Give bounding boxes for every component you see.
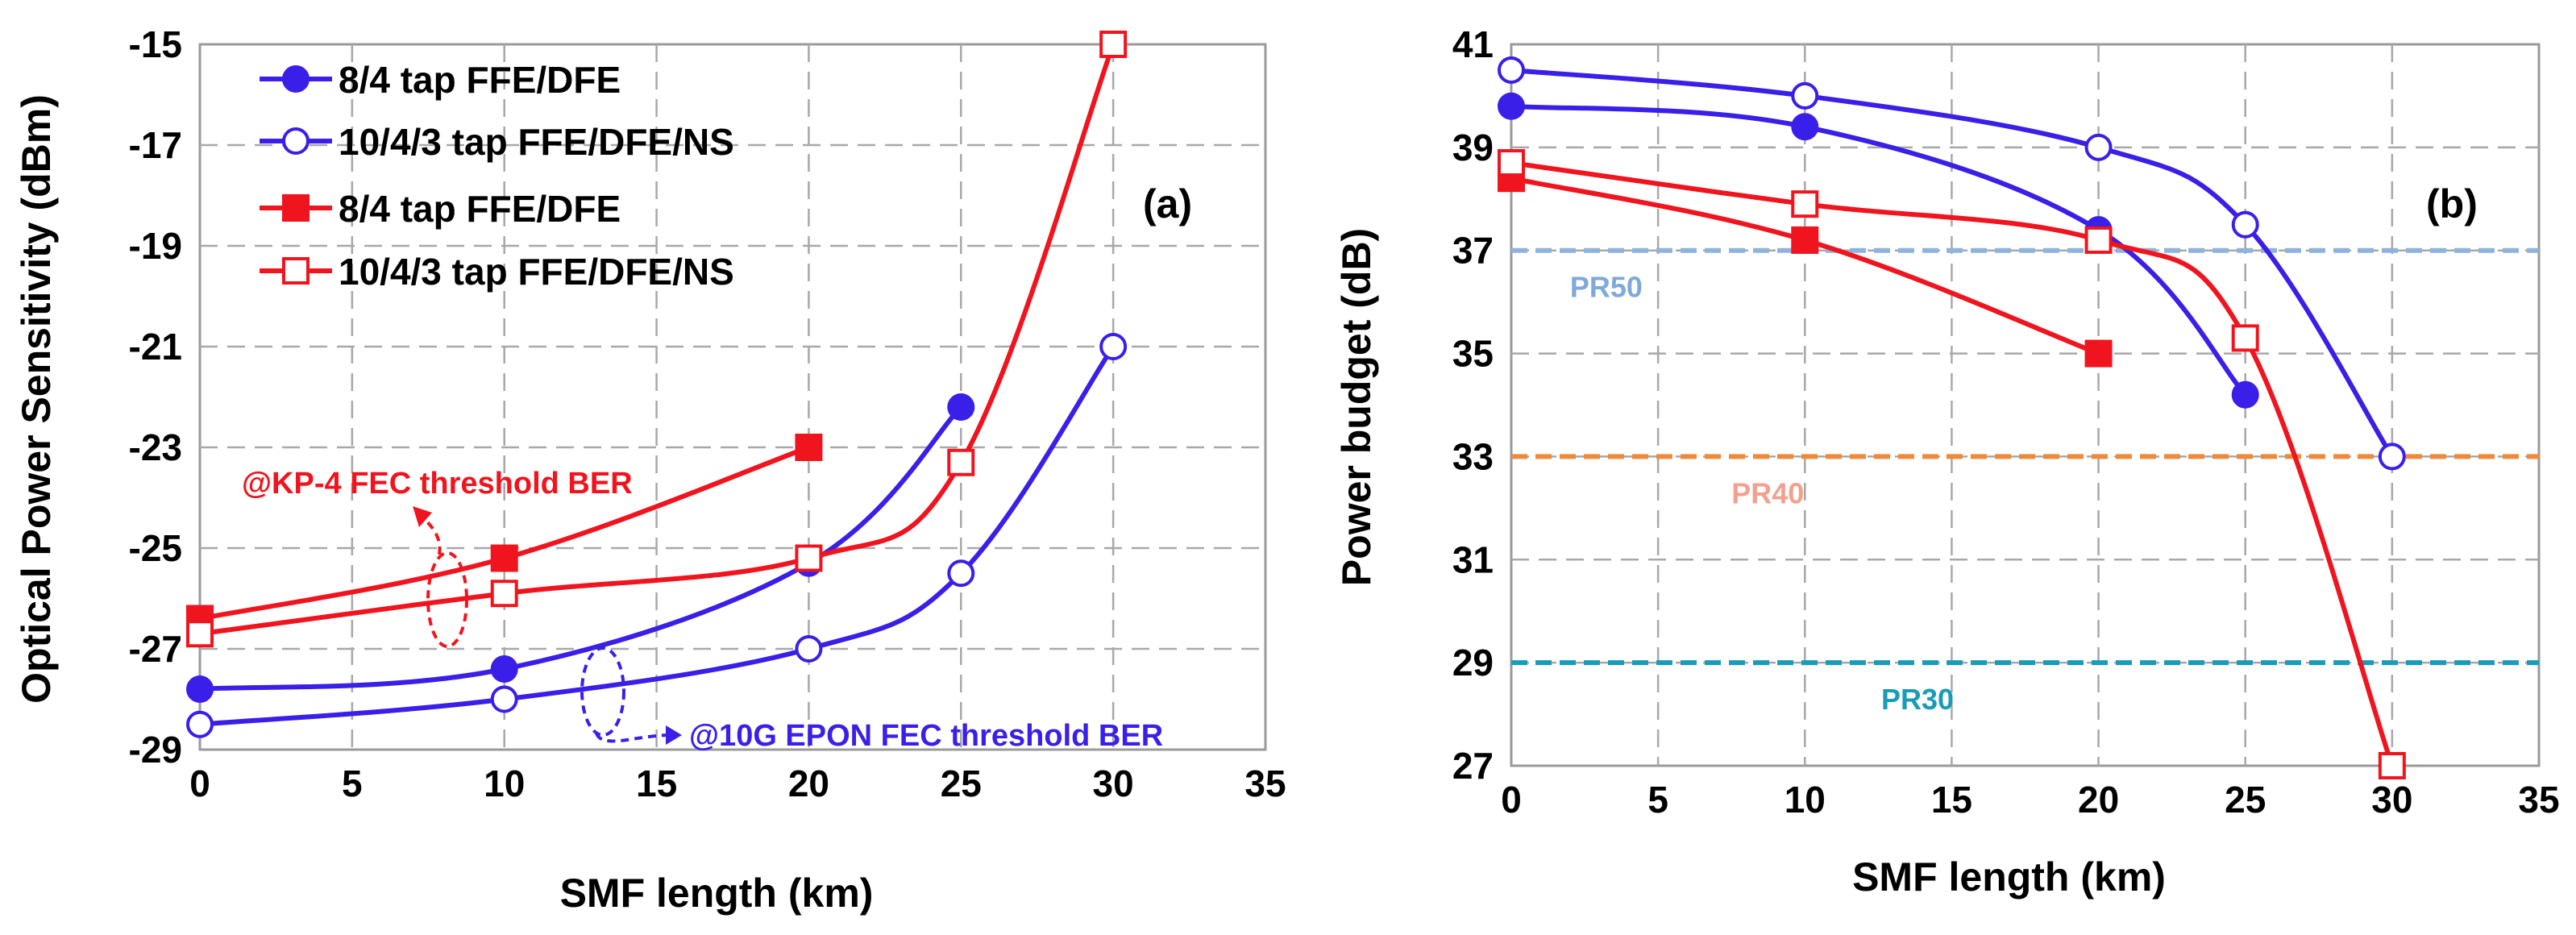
annotation-arrow-epon — [595, 732, 671, 743]
y-tick-label: 27 — [1452, 745, 1494, 787]
x-tick-label: 0 — [189, 763, 210, 804]
x-tick-label: 15 — [636, 763, 677, 804]
x-tick-label: 10 — [1785, 779, 1826, 821]
annotation-epon: @10G EPON FEC threshold BER — [689, 719, 1163, 753]
data-point — [2084, 133, 2113, 161]
y-tick-label: 29 — [1452, 642, 1494, 684]
y-tick-label: 33 — [1452, 435, 1494, 477]
plot-area — [1510, 43, 2541, 767]
data-point — [490, 685, 518, 713]
data-point — [490, 580, 518, 608]
x-tick-label: 30 — [2371, 779, 2412, 821]
series-line-0 — [199, 405, 963, 692]
x-tick-label: 15 — [1931, 779, 1972, 821]
annotation-ellipse-kp4 — [426, 551, 468, 648]
arrowhead-kp4 — [413, 506, 432, 527]
reference-line-label: PR40 — [1731, 476, 1804, 509]
data-point — [1498, 149, 1525, 177]
data-point — [490, 544, 518, 572]
y-tick-label: -27 — [129, 628, 182, 670]
x-tick-label: 20 — [788, 763, 829, 804]
data-point — [2231, 380, 2259, 409]
y-tick-label: -29 — [129, 729, 182, 771]
y-axis-label: Optical Power Sensitivity (dBm) — [14, 94, 59, 704]
data-point — [1791, 113, 1819, 141]
series-line-1 — [1510, 67, 2395, 459]
data-point — [795, 635, 823, 663]
legend-marker — [282, 127, 310, 155]
annotation-kp4: @KP-4 FEC threshold BER — [242, 467, 633, 501]
legend-entry: 10/4/3 tap FFE/DFE/NS — [339, 251, 734, 293]
y-tick-label: -23 — [129, 426, 182, 468]
panel-label: (a) — [1143, 181, 1192, 226]
data-point — [1099, 31, 1128, 58]
data-point — [947, 393, 975, 421]
series-line-0 — [1510, 103, 2247, 397]
data-point — [2231, 324, 2259, 352]
y-tick-label: -17 — [129, 124, 182, 166]
plot-area — [198, 43, 1267, 751]
data-point — [186, 620, 214, 648]
x-tick-label: 5 — [342, 763, 363, 804]
y-tick-label: 37 — [1452, 230, 1494, 272]
y-tick-label: 39 — [1452, 127, 1494, 168]
y-tick-label: -25 — [129, 527, 182, 569]
data-point — [2378, 752, 2406, 779]
x-tick-label: 25 — [941, 763, 982, 804]
arrowhead-epon — [666, 725, 682, 745]
data-point — [795, 544, 823, 572]
data-point — [2084, 226, 2113, 254]
data-point — [1498, 56, 1525, 84]
x-axis-label: SMF length (km) — [1852, 854, 2166, 900]
x-tick-label: 20 — [2078, 779, 2119, 821]
x-tick-label: 5 — [1647, 779, 1668, 821]
data-point — [947, 559, 975, 588]
data-point — [2231, 210, 2259, 239]
data-point — [490, 655, 518, 683]
y-tick-label: -19 — [129, 225, 182, 267]
x-tick-label: 25 — [2225, 779, 2266, 821]
x-tick-label: 35 — [1244, 763, 1286, 804]
legend-marker — [282, 65, 310, 93]
legend: 8/4 tap FFE/DFE 10/4/3 tap FFE/DFE/NS 8/4 … — [260, 59, 734, 293]
data-point — [1791, 226, 1819, 254]
data-point — [795, 434, 823, 461]
legend-marker — [282, 194, 310, 222]
legend-entry: 10/4/3 tap FFE/DFE/NS — [339, 121, 734, 163]
x-tick-label: 0 — [1501, 779, 1522, 821]
y-tick-label: 41 — [1452, 23, 1494, 65]
data-point — [1099, 333, 1128, 360]
x-axis-label: SMF length (km) — [560, 871, 874, 916]
legend-entry: 8/4 tap FFE/DFE — [339, 188, 621, 230]
reference-line-label: PR30 — [1881, 683, 1954, 716]
panel-label: (b) — [2426, 181, 2478, 226]
series-line-1 — [199, 345, 1116, 727]
data-point — [2084, 339, 2113, 368]
y-tick-label: -21 — [129, 326, 182, 368]
y-axis-label: Power budget (dB) — [1334, 228, 1379, 586]
x-tick-label: 35 — [2518, 779, 2559, 821]
x-tick-label: 10 — [484, 763, 525, 804]
y-tick-label: -15 — [129, 23, 182, 65]
data-point — [186, 710, 214, 738]
y-tick-label: 35 — [1452, 333, 1494, 375]
y-tick-label: 31 — [1452, 538, 1494, 580]
legend-entry: 8/4 tap FFE/DFE — [339, 59, 621, 101]
data-point — [947, 448, 975, 476]
annotation-ellipse-epon — [580, 646, 625, 737]
x-tick-label: 30 — [1093, 763, 1134, 804]
data-point — [1791, 190, 1819, 218]
reference-line-label: PR50 — [1570, 271, 1643, 304]
data-point — [2378, 443, 2406, 471]
data-point — [1791, 81, 1819, 110]
chart-panel-b: 0 5 10 15 20 25 30 35 27 29 31 33 35 37 39 41 PR50 PR40 PR… — [1334, 23, 2560, 900]
data-point — [1498, 92, 1525, 120]
legend-marker — [282, 257, 310, 285]
data-point — [186, 675, 214, 703]
chart-panel-a: 0 5 10 15 20 25 30 35 -29 -27 -25 -23 -21 -19 -17 -15 SM… — [14, 23, 1286, 916]
